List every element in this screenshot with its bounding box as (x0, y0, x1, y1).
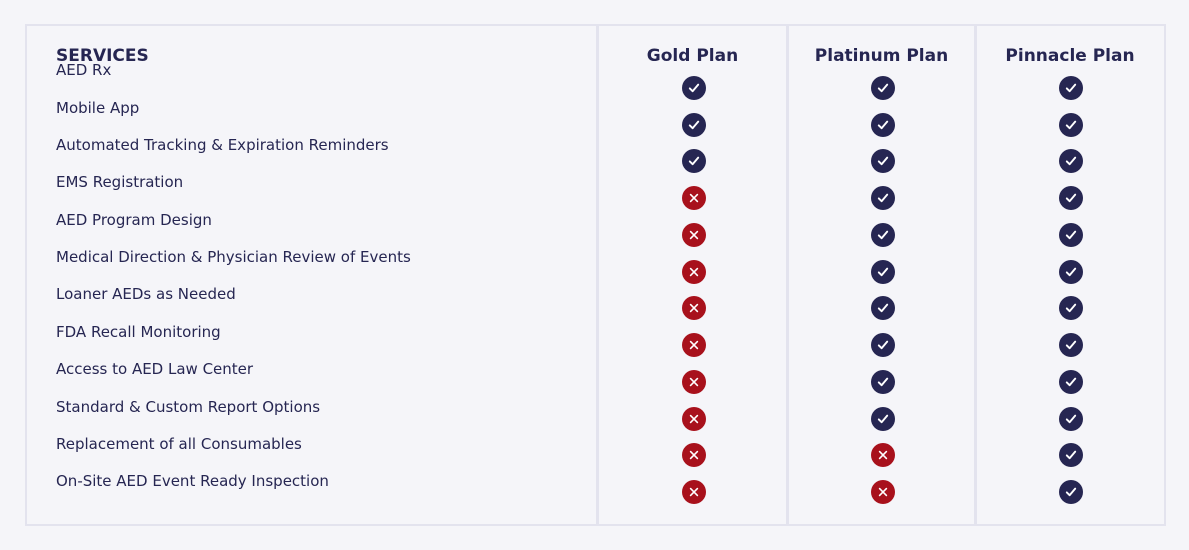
x-circle-icon (682, 260, 706, 284)
check-circle-icon (1059, 333, 1083, 357)
check-circle-icon (1059, 149, 1083, 173)
check-circle-icon (1059, 370, 1083, 394)
x-circle-icon (682, 407, 706, 431)
x-circle-icon (682, 443, 706, 467)
x-circle-icon (682, 223, 706, 247)
service-label: On-Site AED Event Ready Inspection (56, 472, 329, 490)
service-label: Access to AED Law Center (56, 360, 254, 378)
x-circle-icon (682, 186, 706, 210)
service-label: Loaner AEDs as Needed (56, 285, 236, 303)
check-circle-icon (1059, 443, 1083, 467)
x-circle-icon (871, 443, 895, 467)
check-circle-icon (871, 260, 895, 284)
service-label: AED Rx (56, 61, 112, 79)
x-circle-icon (871, 480, 895, 504)
check-circle-icon (1059, 296, 1083, 320)
plan-comparison-table: SERVICES AED Rx Mobile App Automated Track… (25, 24, 1166, 526)
check-circle-icon (1059, 186, 1083, 210)
check-circle-icon (1059, 113, 1083, 137)
platinum-plan-column: Platinum Plan (786, 26, 974, 524)
pinnacle-plan-header: Pinnacle Plan (1005, 46, 1135, 66)
service-label: FDA Recall Monitoring (56, 323, 221, 341)
check-circle-icon (871, 333, 895, 357)
check-circle-icon (682, 76, 706, 100)
check-circle-icon (682, 113, 706, 137)
gold-plan-column: Gold Plan (596, 26, 786, 524)
check-circle-icon (871, 296, 895, 320)
x-circle-icon (682, 480, 706, 504)
check-circle-icon (871, 76, 895, 100)
check-circle-icon (871, 407, 895, 431)
check-circle-icon (1059, 480, 1083, 504)
check-circle-icon (1059, 260, 1083, 284)
service-label: AED Program Design (56, 211, 212, 229)
check-circle-icon (682, 149, 706, 173)
service-label: Standard & Custom Report Options (56, 398, 321, 416)
services-column: SERVICES AED Rx Mobile App Automated Track… (27, 26, 596, 524)
service-label: EMS Registration (56, 173, 184, 191)
x-circle-icon (682, 296, 706, 320)
check-circle-icon (871, 186, 895, 210)
service-label: Medical Direction & Physician Review of … (56, 248, 411, 266)
check-circle-icon (1059, 407, 1083, 431)
service-label: Mobile App (56, 99, 140, 117)
check-circle-icon (1059, 223, 1083, 247)
check-circle-icon (871, 370, 895, 394)
check-circle-icon (1059, 76, 1083, 100)
x-circle-icon (682, 333, 706, 357)
platinum-plan-header: Platinum Plan (814, 46, 949, 66)
service-label: Automated Tracking & Expiration Reminder… (56, 136, 389, 154)
check-circle-icon (871, 149, 895, 173)
services-header: SERVICES (56, 46, 149, 66)
gold-plan-header: Gold Plan (646, 46, 739, 66)
check-circle-icon (871, 113, 895, 137)
x-circle-icon (682, 370, 706, 394)
service-label: Replacement of all Consumables (56, 435, 302, 453)
check-circle-icon (871, 223, 895, 247)
pinnacle-plan-column: Pinnacle Plan (974, 26, 1163, 524)
